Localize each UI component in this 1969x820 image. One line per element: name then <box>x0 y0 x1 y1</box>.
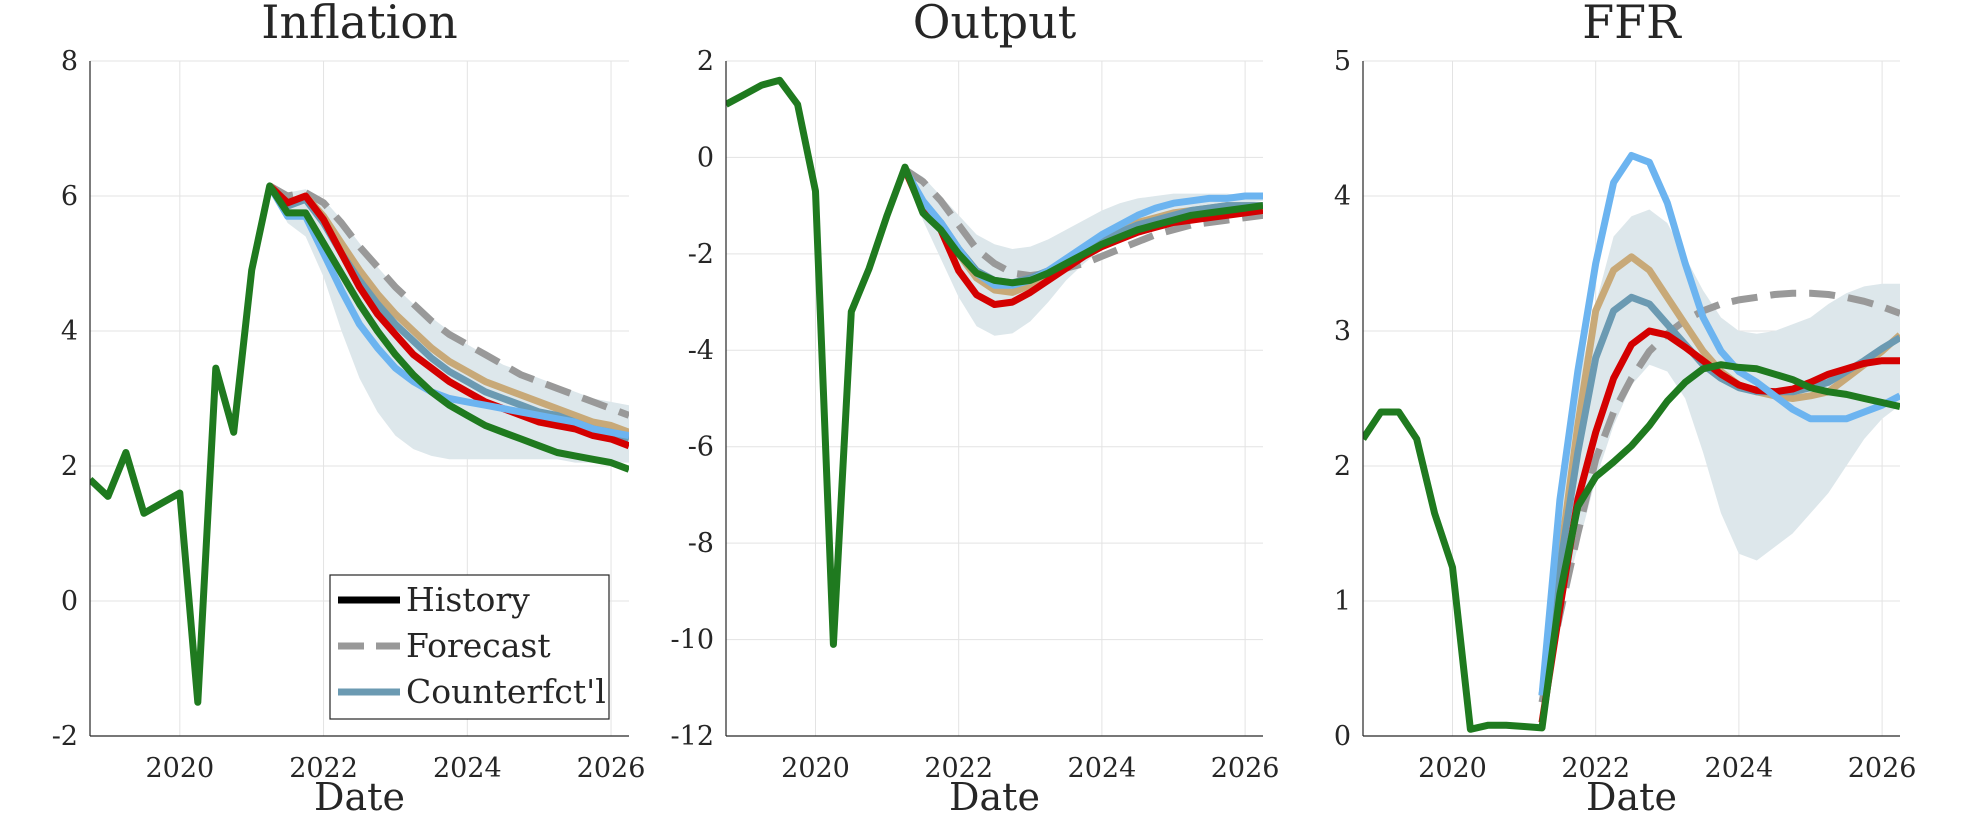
plot-area <box>726 76 1263 648</box>
y-tick-label: 3 <box>1334 316 1351 347</box>
x-tick-label: 2022 <box>289 753 358 784</box>
legend-label: History <box>406 580 530 619</box>
plot-area <box>90 182 629 706</box>
series-line-6 <box>726 76 1263 648</box>
chart-panel-1: -2 0 2 4 6 8 2020 2022 2024 2026 Inflation Date Hist… <box>52 0 646 819</box>
series-line-6 <box>1363 361 1900 733</box>
series-line-3 <box>1538 293 1900 696</box>
series-line-4 <box>267 183 629 450</box>
legend-label: Forecast <box>406 626 551 665</box>
y-tick-label: 2 <box>697 46 714 77</box>
gridlines <box>726 60 1263 737</box>
y-tick-label: -10 <box>671 625 714 656</box>
y-tick-label: -2 <box>688 239 714 270</box>
axes: -12 -10 -8 -6 -4 -2 0 2 2020 2022 2024 2026 <box>671 46 1280 784</box>
y-tick-label: 4 <box>1334 181 1351 212</box>
y-tick-label: 0 <box>697 142 714 173</box>
y-tick-label: -8 <box>688 528 714 559</box>
series-line-5 <box>1538 152 1900 696</box>
series-line-1 <box>903 166 1263 280</box>
y-tick-label: 0 <box>61 586 78 617</box>
x-tick-label: 2024 <box>1705 753 1774 784</box>
series-line-5 <box>266 184 629 440</box>
y-tick-label: 2 <box>61 451 78 482</box>
x-axis-label: Date <box>1586 775 1677 819</box>
y-tick-label: 8 <box>61 46 78 77</box>
x-tick-label: 2026 <box>1211 753 1280 784</box>
chart-title: Inflation <box>261 0 457 49</box>
confidence-band <box>1542 209 1900 709</box>
y-tick-label: -12 <box>671 721 714 752</box>
series-line-6 <box>90 182 629 706</box>
y-tick-label: 5 <box>1334 46 1351 77</box>
x-axis-label: Date <box>949 775 1040 819</box>
y-tick-label: -4 <box>688 335 714 366</box>
legend: History Forecast Counterfct'l <box>329 574 610 720</box>
axes: -2 0 2 4 6 8 2020 2022 2024 2026 <box>52 46 646 784</box>
x-tick-label: 2020 <box>1418 753 1487 784</box>
chart-panel-2: -12 -10 -8 -6 -4 -2 0 2 2020 2022 2024 2026 Output Da… <box>671 0 1280 819</box>
x-tick-label: 2024 <box>1068 753 1137 784</box>
legend-label: Counterfct'l <box>406 672 606 711</box>
x-tick-label: 2024 <box>433 753 502 784</box>
y-tick-label: 1 <box>1334 586 1351 617</box>
y-tick-label: -6 <box>688 432 714 463</box>
chart-panel-3: 0 1 2 3 4 5 2020 2022 2024 2026 FFR Date <box>1334 0 1917 819</box>
y-tick-label: 2 <box>1334 451 1351 482</box>
x-tick-label: 2020 <box>145 753 214 784</box>
x-axis-label: Date <box>314 775 405 819</box>
series-line-1 <box>267 182 629 419</box>
x-tick-label: 2020 <box>781 753 850 784</box>
x-tick-label: 2026 <box>577 753 646 784</box>
axes: 0 1 2 3 4 5 2020 2022 2024 2026 <box>1334 46 1917 784</box>
chart-title: Output <box>913 0 1077 49</box>
series-line-4 <box>1538 327 1900 724</box>
confidence-band <box>269 182 629 463</box>
y-tick-label: 4 <box>61 316 78 347</box>
x-tick-label: 2022 <box>924 753 993 784</box>
x-tick-label: 2022 <box>1561 753 1630 784</box>
plot-area <box>1363 152 1900 733</box>
x-tick-label: 2026 <box>1848 753 1917 784</box>
y-tick-label: -2 <box>52 721 78 752</box>
y-tick-label: 0 <box>1334 721 1351 752</box>
y-tick-label: 6 <box>61 181 78 212</box>
chart-title: FFR <box>1582 0 1682 49</box>
